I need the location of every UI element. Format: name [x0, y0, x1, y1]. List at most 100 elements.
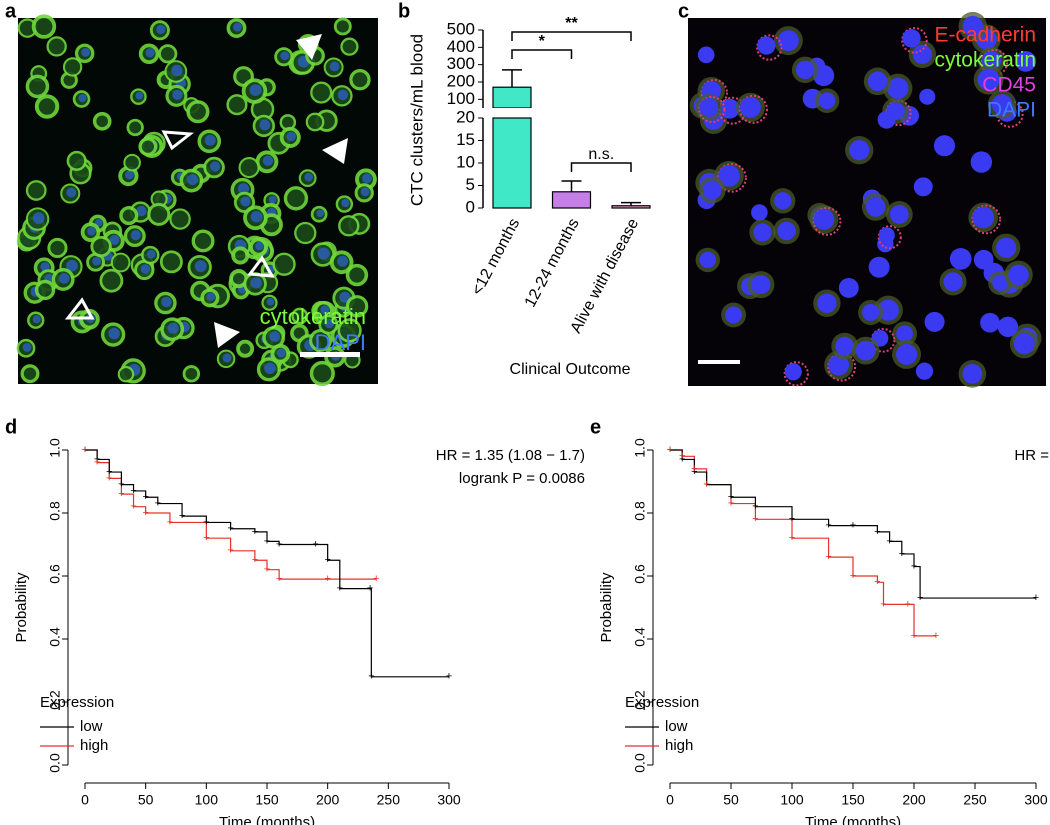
nucleus	[339, 291, 351, 303]
censor-mark: +	[130, 485, 136, 497]
cell	[231, 246, 250, 265]
cell	[700, 78, 728, 107]
nucleus	[943, 272, 963, 292]
censor-mark: +	[789, 513, 795, 525]
x-tick-label: 100	[195, 792, 219, 808]
x-tick-label: 50	[138, 792, 154, 808]
nucleus	[924, 311, 945, 332]
censor-mark: +	[118, 479, 124, 491]
nucleus	[896, 325, 914, 343]
channel-label: cytokeratin	[260, 304, 366, 329]
nucleus	[109, 234, 120, 245]
nucleus	[320, 305, 330, 315]
nucleus	[264, 362, 276, 375]
bar	[492, 86, 532, 109]
cell	[123, 153, 141, 172]
cell	[119, 206, 139, 226]
nucleus	[317, 247, 330, 260]
nucleus	[702, 180, 722, 200]
cell	[31, 14, 57, 39]
nucleus	[977, 68, 1000, 91]
nucleus	[237, 183, 250, 195]
cell	[46, 36, 67, 57]
scale-bar	[300, 352, 360, 357]
y-axis-label: CTC clusters/mL blood	[407, 34, 426, 206]
censor-mark: +	[917, 592, 923, 604]
cell	[99, 268, 124, 293]
cell	[66, 150, 87, 171]
y-tick-label: 0.8	[47, 501, 63, 521]
nucleus	[751, 275, 771, 295]
x-tick-label: 300	[1024, 792, 1048, 808]
censor-mark: +	[679, 450, 685, 462]
censor-mark: +	[155, 497, 161, 509]
nucleus	[304, 172, 313, 182]
censor-mark: +	[324, 554, 330, 566]
cell	[827, 352, 857, 382]
arrowhead	[296, 34, 322, 60]
significance-bracket	[511, 31, 632, 41]
nucleus	[913, 177, 933, 197]
nucleus	[360, 187, 370, 197]
censor-mark: +	[142, 491, 148, 503]
survival-curve	[85, 449, 449, 678]
nucleus	[262, 155, 274, 167]
y-tick-label: 0.6	[47, 564, 63, 584]
x-tick-label: 200	[316, 792, 340, 808]
censor-mark: +	[252, 526, 258, 538]
y-tick-label: 1.0	[47, 438, 63, 458]
censor-mark: +	[264, 535, 270, 547]
x-tick-label: 100	[780, 792, 804, 808]
survival-curve	[670, 449, 936, 637]
nucleus	[140, 264, 151, 274]
nucleus	[865, 197, 886, 217]
censor-mark: +	[728, 497, 734, 509]
cell	[901, 27, 928, 54]
nucleus	[996, 237, 1017, 258]
nucleus	[813, 64, 835, 87]
cell	[294, 221, 317, 245]
panel-label: d	[5, 416, 17, 438]
censor-mark: +	[850, 570, 856, 582]
censor-mark: +	[368, 671, 374, 683]
channel-label: DAPI	[987, 99, 1036, 122]
censor-mark: +	[337, 583, 343, 595]
annotation: HR = 1.35 (1.08 − 1.7)	[436, 447, 585, 464]
x-tick-label: 300	[437, 792, 461, 808]
nucleus	[249, 84, 262, 97]
cell	[340, 37, 359, 56]
nucleus	[992, 274, 1009, 291]
nucleus	[269, 331, 280, 342]
nucleus	[240, 196, 251, 207]
censor-mark: +	[203, 532, 209, 544]
x-axis-label: Time (months)	[219, 814, 315, 825]
nucleus	[266, 297, 275, 306]
nucleus	[171, 64, 183, 77]
nucleus	[206, 292, 216, 302]
y-tick-label: 0.2	[632, 690, 648, 710]
y-tick-label: 0.0	[47, 753, 63, 773]
nucleus	[329, 61, 340, 72]
cell	[812, 207, 842, 236]
cell	[25, 74, 50, 99]
cell	[90, 235, 112, 258]
cell	[305, 112, 325, 132]
nucleus	[795, 60, 815, 80]
y-tick-label: 300	[447, 54, 475, 73]
censor-mark: +	[106, 466, 112, 478]
nucleus	[757, 36, 776, 55]
y-tick-label: 5	[466, 175, 475, 194]
censor-mark: +	[1033, 592, 1039, 604]
nucleus	[919, 88, 936, 105]
censor-mark: +	[130, 501, 136, 513]
y-tick-label: 20	[456, 107, 475, 126]
nucleus	[316, 209, 325, 218]
nucleus	[204, 134, 216, 146]
channel-label: cytokeratin	[934, 49, 1036, 72]
cell	[191, 229, 215, 253]
censor-mark: +	[367, 583, 373, 595]
nucleus	[58, 273, 70, 284]
cell	[126, 118, 144, 137]
cell	[783, 361, 809, 387]
